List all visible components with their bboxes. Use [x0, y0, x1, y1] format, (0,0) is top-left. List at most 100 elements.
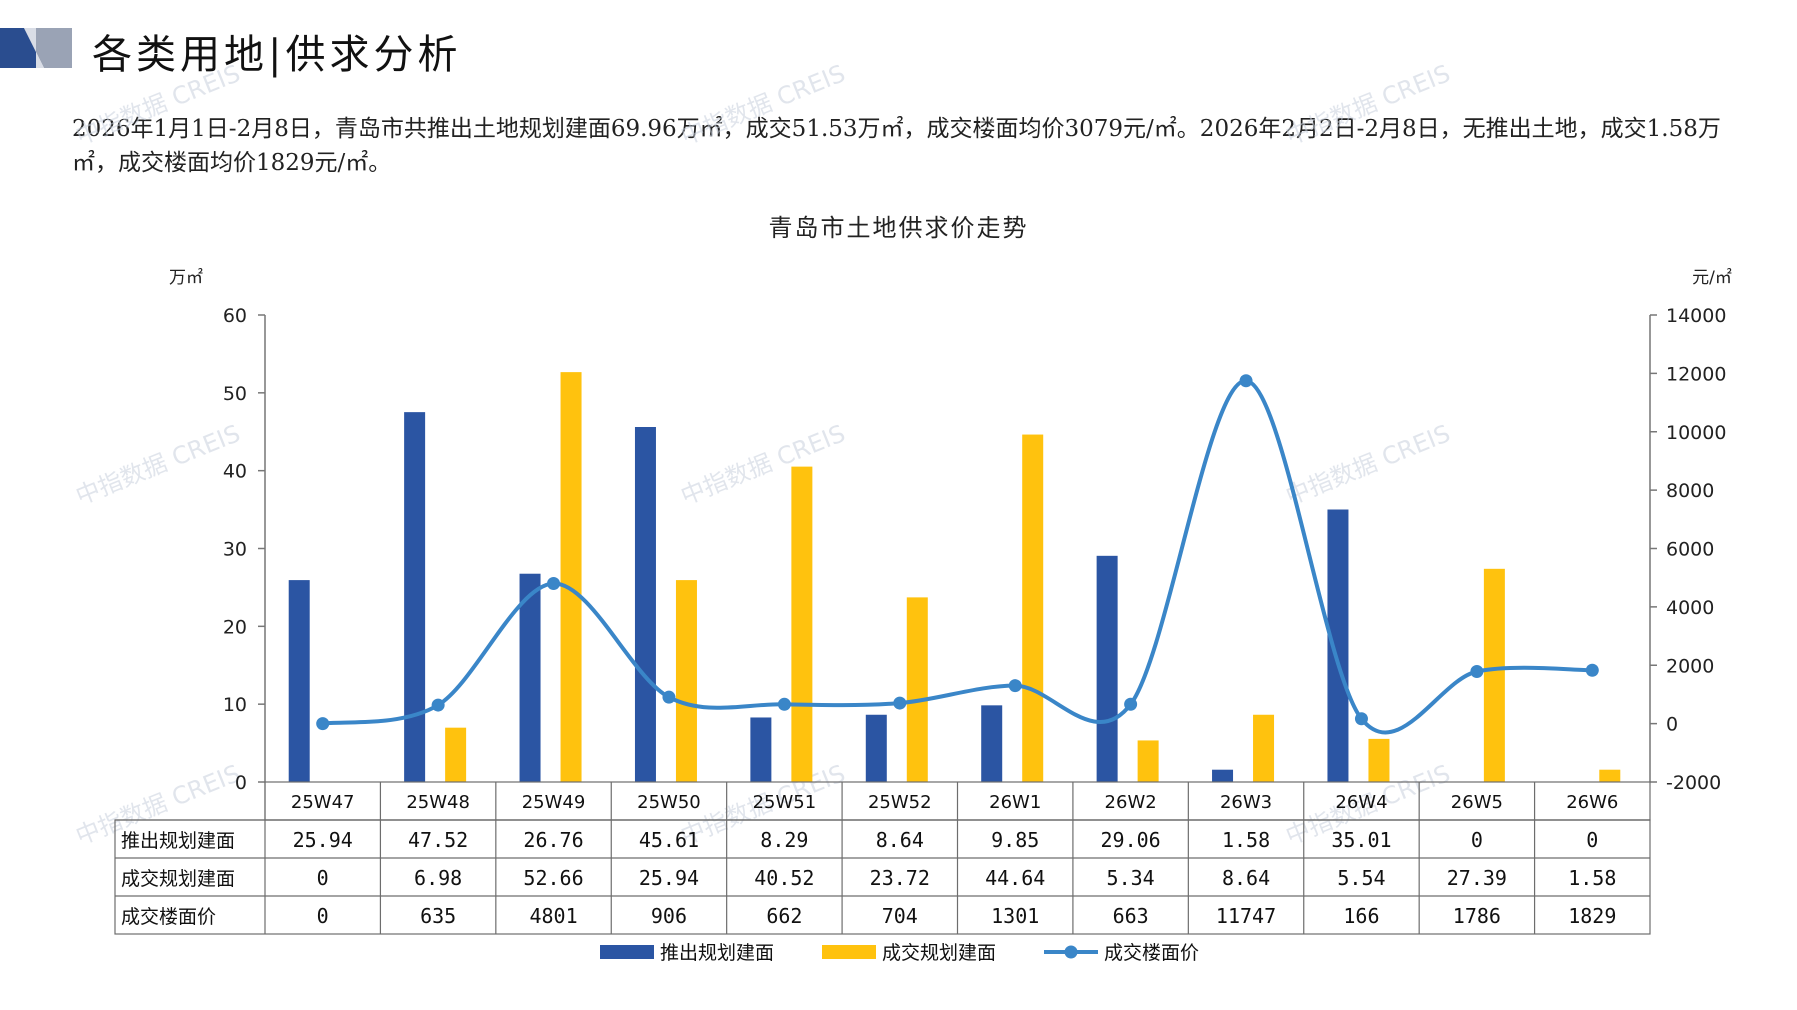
chart-legend: 推出规划建面 成交规划建面 成交楼面价	[600, 942, 1199, 964]
table-cell: 1.58	[1568, 866, 1616, 890]
table-row-label: 成交规划建面	[121, 868, 235, 890]
watermark-text: 中指数据 CREIS	[677, 419, 849, 510]
watermark-text: 中指数据 CREIS	[1282, 59, 1454, 150]
table-cell: 0	[317, 866, 329, 890]
price-point	[1008, 679, 1022, 693]
table-cell: 5.54	[1337, 866, 1385, 890]
right-tick-label: 12000	[1666, 363, 1726, 385]
category-label: 26W6	[1566, 792, 1618, 813]
watermark-text: 中指数据 CREIS	[1282, 419, 1454, 510]
table-cell: 9.85	[991, 828, 1039, 852]
table-cell: 8.64	[876, 828, 924, 852]
price-point	[1239, 374, 1253, 388]
summary-text: 2026年1月1日-2月8日，青岛市共推出土地规划建面69.96万㎡，成交51.…	[72, 116, 1721, 176]
legend-point-swatch	[1064, 945, 1078, 959]
table-row-label: 推出规划建面	[121, 830, 235, 852]
right-tick-label: 10000	[1666, 422, 1726, 444]
table-cell: 0	[1471, 828, 1483, 852]
price-point	[1124, 697, 1138, 711]
data-table: 25W47 25W48 25W49 25W50 25W51 25W52 26W1 26W2 26…	[114, 781, 1651, 935]
legend-label: 成交楼面价	[1104, 942, 1199, 964]
table-cell: 25.94	[293, 828, 353, 852]
price-point	[1470, 664, 1484, 678]
right-tick-label: 14000	[1666, 305, 1726, 327]
table-cell: 27.39	[1447, 866, 1507, 890]
legend-swatch	[822, 945, 876, 959]
watermark-text: 中指数据 CREIS	[72, 59, 244, 150]
category-label: 26W4	[1335, 792, 1387, 813]
table-cell: 906	[651, 904, 687, 928]
left-tick-label: 40	[223, 461, 247, 483]
left-tick-label: 0	[235, 772, 247, 794]
chart-title: 青岛市土地供求价走势	[768, 214, 1029, 242]
table-cell: 4801	[529, 904, 577, 928]
bar-deal	[445, 727, 467, 782]
price-line	[322, 378, 1593, 735]
bar-deal	[1483, 568, 1505, 782]
right-tick-label: 0	[1666, 714, 1678, 736]
right-tick-label: 6000	[1666, 539, 1714, 561]
bar-supply	[288, 580, 310, 782]
category-label: 26W2	[1105, 792, 1157, 813]
table-cell: 47.52	[408, 828, 468, 852]
table-cell: 704	[882, 904, 918, 928]
left-tick-label: 50	[223, 383, 247, 405]
category-label: 25W51	[753, 792, 817, 813]
chart-line	[316, 374, 1599, 735]
bar-deal	[1253, 714, 1275, 782]
price-point	[547, 576, 561, 590]
watermark-text: 中指数据 CREIS	[72, 419, 244, 510]
bar-supply	[865, 714, 887, 782]
table-cell: 35.01	[1331, 828, 1391, 852]
price-point	[893, 696, 907, 710]
table-cell: 1786	[1453, 904, 1501, 928]
bar-supply	[1096, 555, 1118, 782]
table-cell: 635	[420, 904, 456, 928]
category-label: 25W49	[522, 792, 586, 813]
title-decoration-icon	[0, 28, 72, 68]
category-label: 26W5	[1451, 792, 1503, 813]
right-tick-label: 2000	[1666, 655, 1714, 677]
table-cell: 0	[1586, 828, 1598, 852]
bar-deal	[675, 580, 697, 782]
bar-supply	[634, 427, 656, 782]
legend-swatch	[600, 945, 654, 959]
page-header: 各类用地|供求分析	[0, 0, 1797, 110]
table-cell: 44.64	[985, 866, 1045, 890]
left-tick-label: 20	[223, 616, 247, 638]
price-point	[431, 698, 445, 712]
price-point	[777, 697, 791, 711]
bar-deal	[1599, 769, 1621, 782]
bar-deal	[560, 372, 582, 782]
category-label: 25W47	[291, 792, 355, 813]
bar-deal	[1022, 434, 1044, 782]
table-cell: 25.94	[639, 866, 699, 890]
right-axis-unit: 元/㎡	[1692, 268, 1732, 288]
table-cell: 1.58	[1222, 828, 1270, 852]
page-title: 各类用地|供求分析	[92, 32, 462, 78]
table-cell: 1829	[1568, 904, 1616, 928]
category-label: 25W50	[637, 792, 701, 813]
table-cell: 0	[317, 904, 329, 928]
table-cell: 662	[766, 904, 802, 928]
bar-supply	[404, 412, 426, 782]
left-tick-label: 10	[223, 694, 247, 716]
bar-supply	[750, 717, 772, 782]
chart-axes: 万㎡ 元/㎡ 0 10 20 30 40 50 60 -2000 0 2000 4000 6000 8000…	[169, 268, 1732, 794]
category-label: 26W3	[1220, 792, 1272, 813]
table-row-label: 成交楼面价	[121, 906, 216, 928]
right-tick-label: -2000	[1666, 772, 1721, 794]
table-cell: 45.61	[639, 828, 699, 852]
table-cell: 166	[1343, 904, 1379, 928]
table-cell: 8.64	[1222, 866, 1270, 890]
table-cell: 52.66	[523, 866, 583, 890]
price-point	[1354, 712, 1368, 726]
category-label: 25W52	[868, 792, 932, 813]
bar-supply	[1327, 509, 1349, 782]
bar-supply	[519, 573, 541, 782]
price-point	[1585, 663, 1599, 677]
chart-bars	[288, 372, 1621, 782]
right-tick-label: 8000	[1666, 480, 1714, 502]
legend-label: 推出规划建面	[660, 942, 774, 964]
